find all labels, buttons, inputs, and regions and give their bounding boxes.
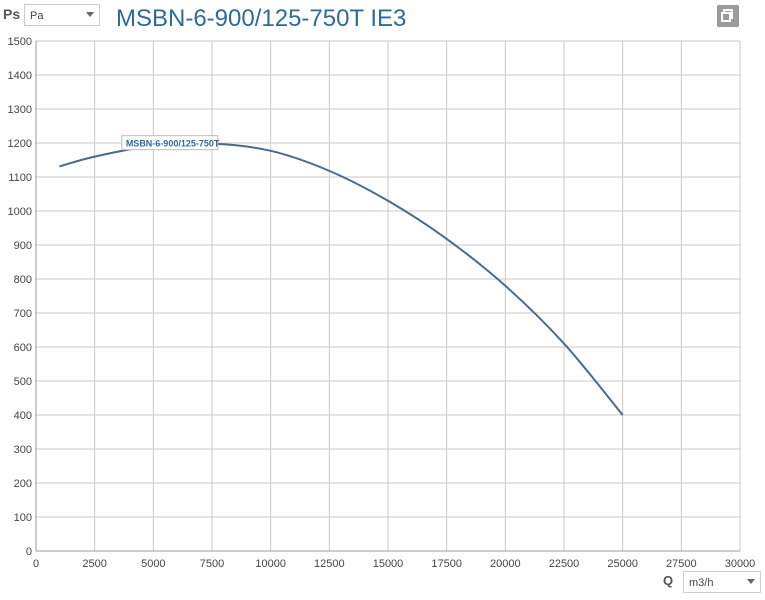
x-tick-label: 30000 bbox=[725, 558, 756, 570]
copy-icon-front bbox=[721, 12, 731, 22]
y-tick-label: 400 bbox=[14, 410, 32, 422]
x-tick-label: 7500 bbox=[200, 558, 224, 570]
grid-lines bbox=[35, 40, 741, 552]
pressure-unit-value: Pa bbox=[30, 10, 44, 22]
x-tick-label: 20000 bbox=[490, 558, 521, 570]
chevron-down-icon bbox=[747, 579, 755, 584]
x-tick-label: 5000 bbox=[141, 558, 165, 570]
y-tick-label: 1400 bbox=[8, 70, 32, 82]
x-tick-label: 12500 bbox=[314, 558, 345, 570]
series-label-box bbox=[121, 135, 219, 151]
x-tick-label: 22500 bbox=[549, 558, 580, 570]
y-axis-symbol: Ps bbox=[3, 6, 21, 22]
y-tick-label: 1500 bbox=[8, 36, 32, 48]
y-tick-label: 1300 bbox=[8, 104, 32, 116]
y-tick-label: 700 bbox=[14, 308, 32, 320]
chart-title: MSBN-6-900/125-750T IE3 bbox=[116, 5, 407, 32]
pressure-unit-select[interactable]: Pa bbox=[24, 4, 100, 26]
flow-unit-value: m3/h bbox=[689, 577, 714, 589]
y-tick-label: 100 bbox=[14, 512, 32, 524]
copy-button[interactable] bbox=[717, 5, 739, 27]
flow-unit-select[interactable]: m3/h bbox=[683, 571, 761, 593]
series-label: MSBN-6-900/125-750T bbox=[121, 135, 220, 151]
x-tick-label: 2500 bbox=[82, 558, 106, 570]
series-label-text: MSBN-6-900/125-750T bbox=[126, 139, 220, 149]
y-tick-label: 1000 bbox=[8, 206, 32, 218]
y-tick-label: 1100 bbox=[8, 172, 32, 184]
y-tick-label: 200 bbox=[14, 478, 32, 490]
chevron-down-icon bbox=[86, 12, 94, 17]
x-axis-symbol: Q bbox=[663, 573, 674, 588]
x-tick-label: 27500 bbox=[666, 558, 697, 570]
y-tick-label: 500 bbox=[14, 376, 32, 388]
x-tick-label: 17500 bbox=[431, 558, 462, 570]
x-tick-label: 0 bbox=[33, 558, 39, 570]
y-tick-label: 800 bbox=[14, 274, 32, 286]
y-tick-label: 300 bbox=[14, 444, 32, 456]
x-tick-label: 15000 bbox=[373, 558, 404, 570]
y-tick-label: 1200 bbox=[8, 138, 32, 150]
y-tick-label: 900 bbox=[14, 240, 32, 252]
x-tick-label: 25000 bbox=[607, 558, 638, 570]
x-tick-label: 10000 bbox=[255, 558, 286, 570]
y-tick-label: 600 bbox=[14, 342, 32, 354]
y-tick-label: 0 bbox=[26, 546, 32, 558]
